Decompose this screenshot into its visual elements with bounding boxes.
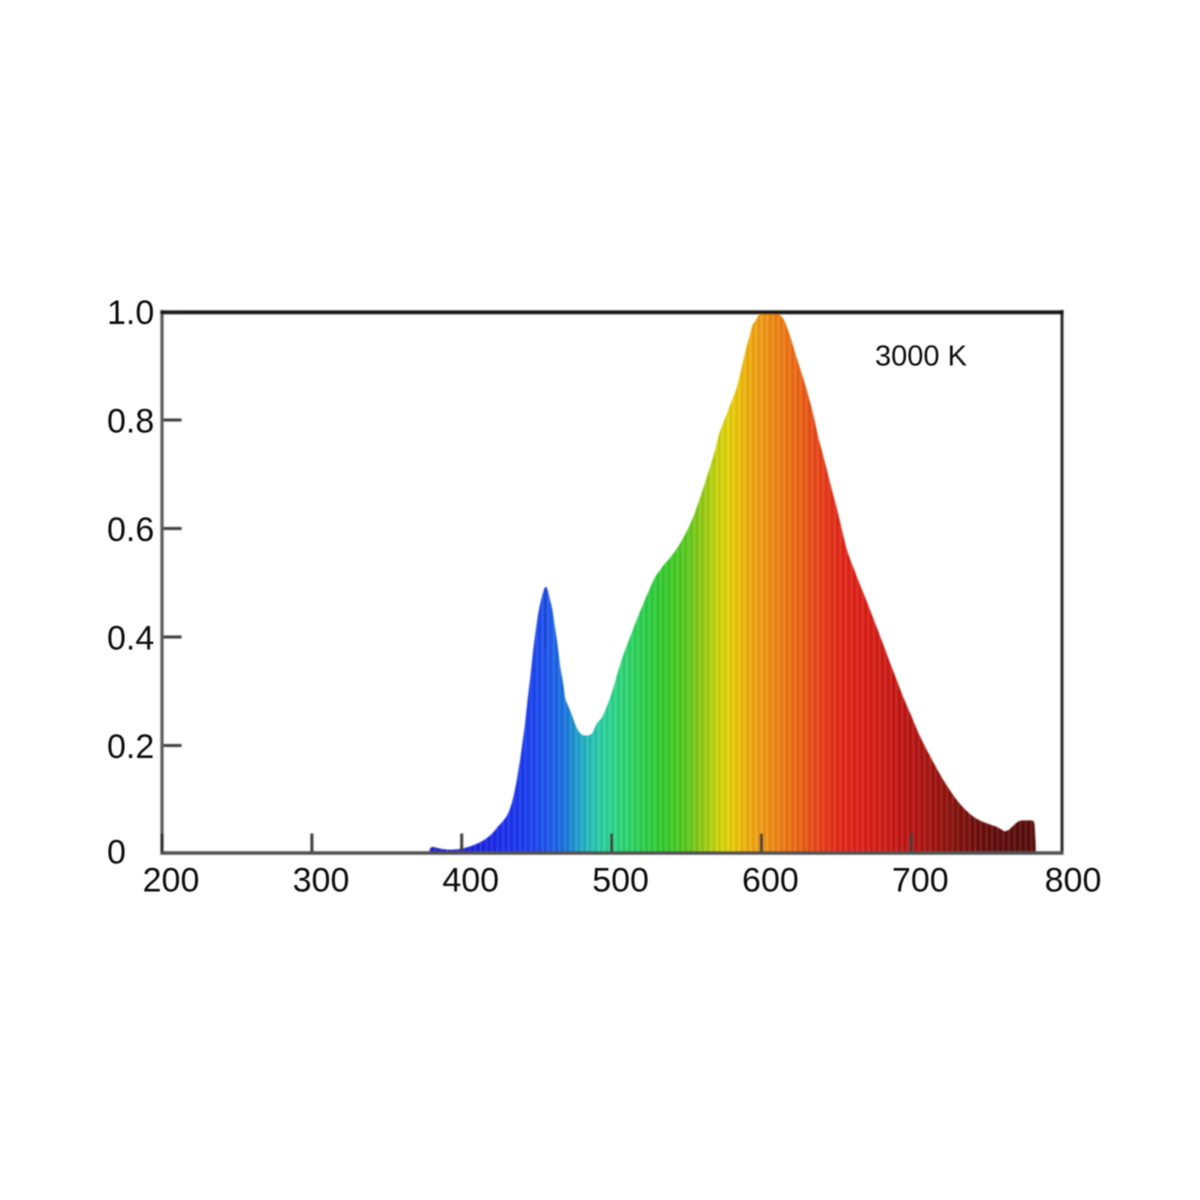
svg-text:300: 300 bbox=[293, 862, 350, 900]
svg-text:500: 500 bbox=[592, 862, 649, 900]
svg-text:0.6: 0.6 bbox=[107, 511, 154, 549]
svg-text:0: 0 bbox=[107, 833, 126, 871]
svg-text:0.4: 0.4 bbox=[107, 619, 154, 657]
svg-text:3000 K: 3000 K bbox=[875, 341, 968, 373]
svg-text:400: 400 bbox=[442, 862, 499, 900]
svg-text:0.2: 0.2 bbox=[107, 728, 154, 766]
svg-text:600: 600 bbox=[742, 862, 799, 900]
svg-text:200: 200 bbox=[143, 862, 200, 900]
svg-text:800: 800 bbox=[1045, 862, 1102, 900]
svg-text:0.8: 0.8 bbox=[107, 402, 154, 440]
svg-text:700: 700 bbox=[892, 862, 949, 900]
svg-text:1.0: 1.0 bbox=[107, 294, 154, 332]
